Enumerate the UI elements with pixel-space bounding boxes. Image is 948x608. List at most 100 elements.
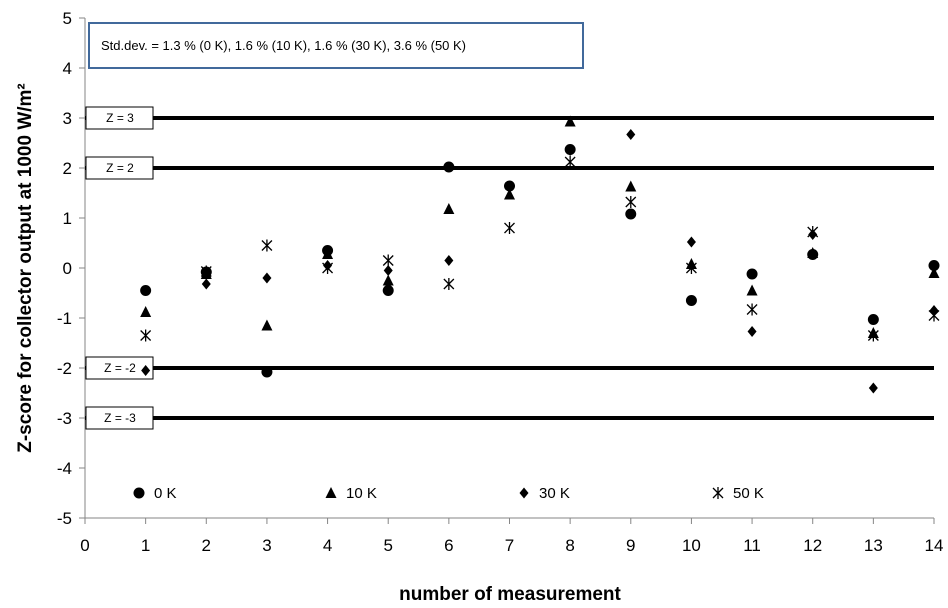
data-point	[867, 314, 879, 325]
data-point	[322, 262, 334, 274]
y-tick-label: -5	[57, 509, 72, 528]
x-axis-title: number of measurement	[399, 584, 621, 605]
data-point	[807, 247, 819, 258]
std-dev-note-text: Std.dev. = 1.3 % (0 K), 1.6 % (10 K), 1.…	[101, 38, 466, 53]
y-tick-label: -4	[57, 459, 72, 478]
legend-marker	[519, 487, 529, 499]
legend-marker	[133, 487, 145, 499]
data-point	[261, 366, 273, 378]
data-point	[383, 265, 393, 276]
legend-label: 50 K	[733, 485, 764, 502]
data-point	[382, 274, 394, 286]
data-point	[382, 285, 394, 296]
legend-marker	[712, 487, 724, 499]
data-points	[140, 115, 940, 394]
legend-marker	[325, 487, 337, 498]
data-point	[928, 267, 940, 278]
data-point	[746, 284, 758, 296]
y-tick-label: 4	[63, 59, 72, 78]
data-point	[807, 226, 819, 238]
x-tick-label: 11	[743, 536, 761, 555]
data-point	[505, 181, 514, 193]
reference-label: Z = -2	[104, 361, 136, 375]
data-point	[626, 129, 636, 140]
legend-label: 30 K	[539, 485, 570, 502]
data-point	[140, 329, 152, 342]
data-point	[565, 145, 575, 156]
x-tick-label: 12	[803, 536, 822, 555]
data-point	[443, 161, 455, 173]
x-tick-label: 5	[383, 536, 392, 555]
data-point	[625, 180, 637, 192]
reference-label: Z = -3	[104, 411, 136, 425]
reference-label-box	[85, 356, 154, 380]
series-0-k	[140, 144, 940, 378]
x-tick-label: 7	[505, 536, 514, 555]
x-tick-label: 8	[565, 536, 574, 555]
x-tick-label: 0	[80, 536, 89, 555]
data-point	[928, 309, 940, 322]
y-axis-title: Z-score for collector output at 1000 W/m…	[15, 83, 36, 453]
y-tick-label: 1	[63, 209, 72, 228]
x-tick-label: 9	[626, 536, 635, 555]
series-10-k	[140, 115, 940, 338]
legend: 0 K 10 K 30 K 50 K	[133, 485, 764, 502]
x-tick-label: 4	[323, 536, 332, 555]
x-tick-label: 1	[141, 536, 150, 555]
series-50-k	[140, 156, 940, 342]
data-point	[747, 326, 757, 337]
data-point	[140, 306, 152, 317]
data-point	[685, 262, 697, 274]
data-point	[625, 196, 637, 208]
data-point	[746, 268, 758, 280]
data-point	[928, 260, 940, 271]
reference-lines: Z = 3 Z = 2 Z = -2 Z = -3	[85, 106, 934, 430]
reference-label-box	[85, 406, 154, 430]
x-tick-label: 10	[682, 536, 701, 555]
x-tick-label: 6	[444, 536, 453, 555]
data-point	[564, 156, 576, 168]
data-point	[140, 285, 152, 296]
y-tick-label: 0	[63, 259, 72, 278]
data-point	[444, 255, 454, 266]
data-point	[867, 329, 879, 342]
data-point	[746, 303, 758, 316]
data-point	[685, 295, 697, 306]
data-point	[686, 236, 696, 248]
reference-label: Z = 3	[106, 111, 134, 125]
data-point	[504, 188, 515, 200]
data-point	[564, 115, 576, 127]
data-point	[382, 254, 394, 267]
data-point	[261, 239, 273, 252]
data-point	[262, 272, 272, 284]
reference-label: Z = 2	[106, 161, 134, 175]
y-tick-label: -2	[57, 359, 72, 378]
x-tick-label: 14	[925, 536, 944, 555]
std-dev-note: Std.dev. = 1.3 % (0 K), 1.6 % (10 K), 1.…	[88, 22, 584, 69]
data-point	[443, 278, 455, 290]
y-tick-label: 5	[63, 9, 72, 28]
data-point	[201, 278, 211, 290]
y-tick-label: 2	[63, 159, 72, 178]
x-tick-label: 3	[262, 536, 271, 555]
data-point	[200, 265, 212, 278]
series-30-k	[141, 129, 939, 394]
std-dev-note-box	[88, 22, 584, 69]
data-point	[443, 203, 455, 214]
y-tick-label: -1	[57, 309, 72, 328]
y-tick-label: -3	[57, 409, 72, 428]
y-tick-label: 3	[63, 109, 72, 128]
legend-label: 0 K	[154, 485, 177, 502]
data-point	[322, 248, 334, 259]
data-point	[625, 208, 637, 220]
data-point	[141, 365, 151, 376]
data-point	[868, 382, 878, 394]
x-tick-label: 2	[202, 536, 211, 555]
reference-label-box	[85, 156, 154, 180]
data-point	[504, 222, 515, 234]
x-tick-label: 13	[864, 536, 883, 555]
data-point	[261, 319, 273, 331]
